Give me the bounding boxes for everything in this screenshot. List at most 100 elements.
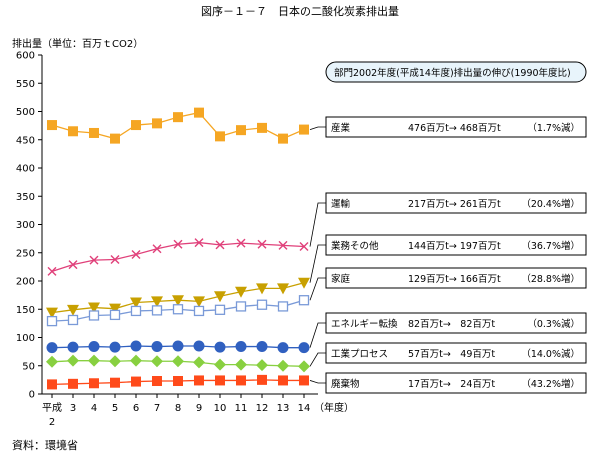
label-box-process — [325, 342, 587, 364]
data-point-process — [88, 354, 100, 367]
x-tick-label: 5 — [112, 403, 118, 414]
leader-line-industry — [309, 126, 326, 130]
data-point-commercial — [256, 283, 268, 295]
label-box-energy — [325, 312, 587, 334]
label-name-industry: 産業 — [331, 122, 351, 134]
data-point-industry — [68, 126, 78, 137]
data-point-industry — [152, 118, 162, 129]
x-tick-label: 平成 — [42, 402, 62, 414]
data-point-household — [193, 305, 205, 317]
leader-line-waste — [309, 380, 326, 384]
x-tick-label: 8 — [175, 403, 181, 414]
data-point-process — [214, 358, 226, 371]
data-point-process — [130, 354, 142, 367]
label-box-commercial — [325, 234, 587, 256]
data-point-commercial — [172, 295, 184, 307]
data-point-commercial — [46, 307, 58, 319]
data-point-transport — [173, 239, 183, 249]
data-point-process — [256, 359, 268, 372]
data-point-household — [46, 315, 58, 327]
data-point-commercial — [193, 296, 205, 308]
data-point-energy — [193, 340, 205, 352]
x-tick-label: 7 — [154, 403, 160, 414]
data-point-transport — [68, 260, 78, 270]
data-point-commercial — [109, 303, 121, 315]
data-point-energy — [88, 341, 100, 353]
data-point-industry — [110, 133, 120, 144]
data-point-transport — [236, 238, 246, 248]
y-tick-label: 250 — [16, 248, 35, 259]
y-tick-label: 0 — [29, 390, 35, 401]
data-point-energy — [46, 342, 58, 354]
data-point-waste — [257, 374, 267, 385]
data-point-household — [67, 314, 79, 326]
label-change-household: （28.8%増） — [521, 273, 580, 285]
data-point-industry — [131, 120, 141, 131]
label-name-commercial: 業務その他 — [331, 240, 379, 252]
x-tick-label: 14 — [298, 403, 311, 414]
data-point-waste — [68, 378, 78, 389]
data-point-household — [109, 309, 121, 321]
data-point-industry — [278, 133, 288, 144]
data-point-household — [277, 301, 289, 312]
y-tick-label: 550 — [16, 79, 35, 90]
data-point-commercial — [67, 304, 79, 316]
label-box-transport — [325, 192, 587, 214]
y-tick-label: 150 — [16, 305, 35, 316]
data-point-transport — [152, 244, 162, 254]
leader-line-process — [309, 352, 326, 367]
data-point-household — [172, 304, 184, 315]
y-tick-label: 200 — [16, 277, 35, 288]
y-tick-label: 50 — [22, 361, 35, 372]
data-point-process — [298, 360, 310, 373]
header-box-text: 部門2002年度(平成14年度)排出量の伸び(1990年度比) — [334, 67, 571, 79]
x-tick-label-sub: 2 — [49, 417, 55, 428]
data-point-transport — [131, 249, 141, 259]
label-change-waste: （43.2%増） — [521, 378, 580, 390]
label-summary-waste: 17百万t→ 24百万t — [408, 379, 495, 390]
y-tick-label: 600 — [16, 51, 35, 62]
leader-line-commercial — [309, 244, 326, 283]
label-name-waste: 廃棄物 — [331, 378, 360, 390]
data-point-process — [46, 355, 58, 368]
x-tick-label: 9 — [196, 403, 202, 414]
x-tick-label: 13 — [277, 403, 290, 414]
data-point-process — [67, 354, 79, 367]
data-point-transport — [110, 255, 120, 265]
data-point-household — [130, 305, 142, 317]
data-point-industry — [89, 127, 99, 138]
data-point-energy — [67, 341, 79, 353]
label-change-commercial: （36.7%増） — [521, 240, 580, 252]
y-tick-label: 300 — [16, 220, 35, 231]
data-point-household — [256, 299, 268, 310]
label-box-industry — [325, 116, 587, 138]
y-tick-label: 450 — [16, 135, 35, 146]
y-axis-title: 排出量（単位：百万ｔCO2） — [12, 39, 144, 50]
data-point-transport — [215, 240, 225, 250]
data-point-energy — [256, 341, 268, 353]
x-tick-label: 10 — [214, 403, 227, 414]
data-point-household — [235, 301, 247, 312]
data-point-commercial — [130, 297, 142, 309]
y-tick-label: 500 — [16, 107, 35, 118]
data-point-waste — [110, 377, 120, 388]
data-point-energy — [130, 340, 142, 352]
data-point-process — [151, 355, 163, 368]
data-point-energy — [151, 341, 163, 353]
data-point-industry — [194, 107, 204, 118]
data-point-energy — [214, 341, 226, 353]
data-point-energy — [277, 342, 289, 354]
data-point-household — [151, 305, 163, 316]
data-point-energy — [109, 341, 121, 353]
data-point-industry — [47, 120, 57, 131]
data-point-process — [277, 359, 289, 372]
data-point-waste — [299, 375, 309, 386]
x-tick-label: 3 — [70, 403, 76, 414]
x-tick-label: 11 — [235, 403, 248, 414]
data-point-transport — [47, 266, 57, 276]
x-tick-label: 4 — [91, 403, 97, 414]
data-point-transport — [194, 238, 204, 248]
label-name-transport: 運輸 — [331, 198, 351, 210]
data-point-process — [109, 355, 121, 368]
